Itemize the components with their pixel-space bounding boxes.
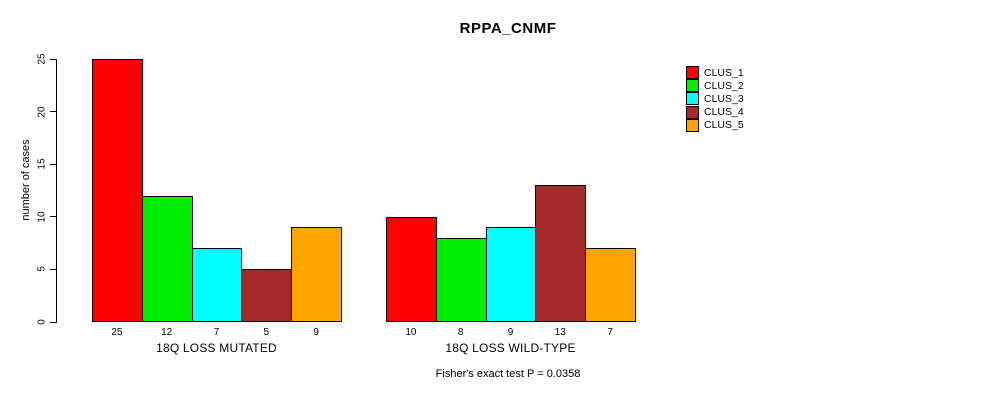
legend-swatch-clus_4 (686, 105, 699, 119)
legend-label: CLUS_2 (704, 79, 744, 92)
bar-value-label: 25 (111, 327, 123, 338)
y-axis-tick-label: 20 (36, 106, 48, 118)
y-axis-tick-label: 15 (36, 158, 48, 170)
bar-value-label: 9 (313, 327, 319, 338)
y-axis-tick-label: 25 (36, 53, 48, 65)
legend-swatch-clus_5 (686, 118, 699, 132)
bar-clus_3-group1 (191, 248, 243, 322)
legend-label: CLUS_1 (704, 66, 744, 79)
legend-swatch-clus_1 (686, 66, 699, 80)
bar-clus_1-group1 (92, 59, 143, 322)
legend-item-clus_3: CLUS_3 (686, 92, 744, 106)
bar-value-label: 5 (263, 327, 270, 338)
bar-value-label: 9 (507, 327, 514, 338)
bar-clus_4-group1 (241, 269, 293, 322)
legend-swatch-clus_3 (686, 92, 699, 106)
legend-item-clus_2: CLUS_2 (686, 79, 744, 93)
y-axis-tick (50, 216, 57, 218)
y-axis-tick (50, 111, 57, 113)
legend: CLUS_1 CLUS_2 CLUS_3 CLUS_4 CLUS_5 (686, 66, 744, 132)
legend-swatch-clus_2 (686, 79, 699, 93)
y-axis-tick-label: 0 (36, 319, 48, 325)
bar-clus_3-group2 (485, 227, 537, 322)
category-label: 18Q LOSS MUTATED (156, 341, 277, 355)
y-axis-tick-label: 10 (36, 211, 48, 223)
y-axis-tick (50, 321, 57, 323)
bar-value-label: 10 (405, 327, 417, 338)
bar-clus_1-group2 (386, 216, 437, 322)
y-axis-tick (50, 163, 57, 165)
bar-clus_4-group2 (535, 185, 587, 322)
bar-clus_2-group2 (435, 237, 487, 322)
y-axis-tick-label: 5 (36, 266, 48, 273)
chart-title: RPPA_CNMF (459, 20, 557, 37)
bar-value-label: 7 (213, 327, 220, 338)
bar-clus_5-group1 (291, 227, 342, 322)
legend-item-clus_4: CLUS_4 (686, 105, 744, 119)
category-label: 18Q LOSS WILD-TYPE (445, 341, 576, 355)
y-axis-tick (50, 268, 57, 270)
bar-value-label: 12 (161, 327, 173, 338)
bar-clus_5-group2 (585, 248, 636, 322)
fisher-test-annotation: Fisher's exact test P = 0.0358 (435, 368, 581, 380)
bar-clus_2-group1 (141, 195, 193, 322)
y-axis-line (56, 58, 57, 323)
y-axis-tick (50, 58, 57, 60)
legend-label: CLUS_4 (704, 106, 744, 119)
legend-label: CLUS_3 (704, 92, 744, 105)
legend-label: CLUS_5 (704, 119, 744, 132)
legend-item-clus_5: CLUS_5 (686, 118, 744, 132)
y-axis-label: number of cases (20, 139, 32, 221)
bar-value-label: 8 (457, 327, 464, 338)
bar-value-label: 13 (554, 327, 566, 338)
bar-value-label: 7 (607, 327, 613, 338)
legend-item-clus_1: CLUS_1 (686, 66, 744, 80)
